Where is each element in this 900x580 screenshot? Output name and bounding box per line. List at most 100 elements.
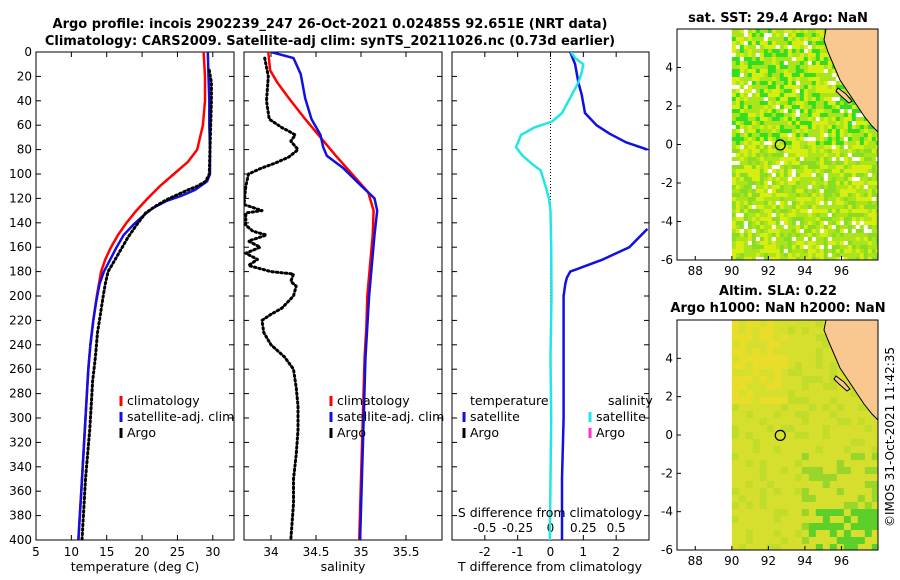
sst-cell <box>823 217 829 222</box>
sst-cell <box>795 53 801 58</box>
x-tick-label: 35.5 <box>393 545 420 559</box>
sla-cell <box>815 544 824 550</box>
sst-cell <box>767 117 773 122</box>
sla-cell <box>808 334 817 342</box>
sst-cell <box>851 237 857 242</box>
sla-cell <box>752 425 761 433</box>
sst-cell <box>807 193 813 198</box>
sst-cell <box>839 193 845 198</box>
map-y-tick-label: 4 <box>665 351 673 365</box>
legend-label-t-argo: Argo <box>470 425 499 440</box>
sst-cell <box>851 213 857 218</box>
sst-cell <box>807 209 813 214</box>
sst-cell <box>819 61 825 66</box>
sla-cell <box>801 432 810 440</box>
sst-cell <box>827 229 833 234</box>
sla-cell <box>808 376 817 384</box>
sst-cell <box>779 85 785 90</box>
sla-cell <box>773 362 782 370</box>
sst-cell <box>747 149 753 154</box>
sst-cell <box>799 237 805 242</box>
sst-cell <box>735 189 741 194</box>
sst-cell <box>859 173 865 178</box>
sla-cell <box>843 432 852 440</box>
sst-cell <box>831 257 837 260</box>
sst-cell <box>799 185 805 190</box>
sst-cell <box>863 129 869 134</box>
sst-cell <box>839 213 845 218</box>
sla-cell <box>829 467 838 475</box>
sst-cell <box>775 209 781 214</box>
sst-cell <box>763 157 769 162</box>
sla-cell <box>794 495 803 503</box>
sst-cell <box>739 85 745 90</box>
sst-cell <box>775 177 781 182</box>
sst-cell <box>799 117 805 122</box>
sla-cell <box>780 453 789 461</box>
sst-cell <box>775 257 781 260</box>
sla-cell <box>850 397 859 405</box>
sst-cell <box>811 201 817 206</box>
sla-cell <box>759 488 768 496</box>
sst-cell <box>819 181 825 186</box>
sla-cell <box>759 362 768 370</box>
sla-cell <box>815 446 824 454</box>
sla-cell <box>745 341 754 349</box>
sst-cell <box>763 173 769 178</box>
sst-cell <box>827 201 833 206</box>
sst-cell <box>747 241 753 246</box>
sst-cell <box>783 225 789 230</box>
sla-cell <box>738 348 747 356</box>
sla-cell <box>808 397 817 405</box>
sst-cell <box>867 245 873 250</box>
sla-cell <box>773 376 782 384</box>
sst-cell <box>811 253 817 258</box>
sst-cell <box>827 237 833 242</box>
sst-cell <box>835 101 841 106</box>
sst-cell <box>747 145 753 150</box>
sst-cell <box>783 105 789 110</box>
sst-cell <box>763 77 769 82</box>
sst-cell <box>795 133 801 138</box>
sla-cell <box>752 453 761 461</box>
sst-cell <box>771 121 777 126</box>
sla-cell <box>829 530 838 538</box>
sla-cell <box>780 523 789 531</box>
sla-cell <box>808 320 817 328</box>
sst-cell <box>743 61 749 66</box>
sst-cell <box>735 253 741 258</box>
sst-cell <box>787 105 793 110</box>
sst-cell <box>815 165 821 170</box>
sla-cell <box>759 467 768 475</box>
sst-cell <box>851 113 857 118</box>
sst-cell <box>731 37 737 42</box>
sst-cell <box>827 77 833 82</box>
sst-cell <box>783 193 789 198</box>
sst-cell <box>847 197 853 202</box>
sst-cell <box>783 245 789 250</box>
sst-cell <box>779 229 785 234</box>
sla-cell <box>815 341 824 349</box>
sla-cell <box>808 327 817 335</box>
sst-cell <box>767 181 773 186</box>
sst-cell <box>803 209 809 214</box>
sla-cell <box>850 404 859 412</box>
sst-cell <box>763 73 769 78</box>
sla-cell <box>864 425 873 433</box>
sst-cell <box>859 233 865 238</box>
sst-cell <box>779 145 785 150</box>
sla-cell <box>759 516 768 524</box>
sst-cell <box>799 73 805 78</box>
sst-cell <box>779 245 785 250</box>
sst-cell <box>807 41 813 46</box>
sla-cell <box>773 453 782 461</box>
sst-cell <box>843 133 849 138</box>
sla-cell <box>808 439 817 447</box>
sst-cell <box>807 145 813 150</box>
sst-cell <box>839 169 845 174</box>
sst-cell <box>799 81 805 86</box>
sst-cell <box>747 189 753 194</box>
sla-cell <box>801 425 810 433</box>
sst-cell <box>775 73 781 78</box>
sst-cell <box>855 169 861 174</box>
